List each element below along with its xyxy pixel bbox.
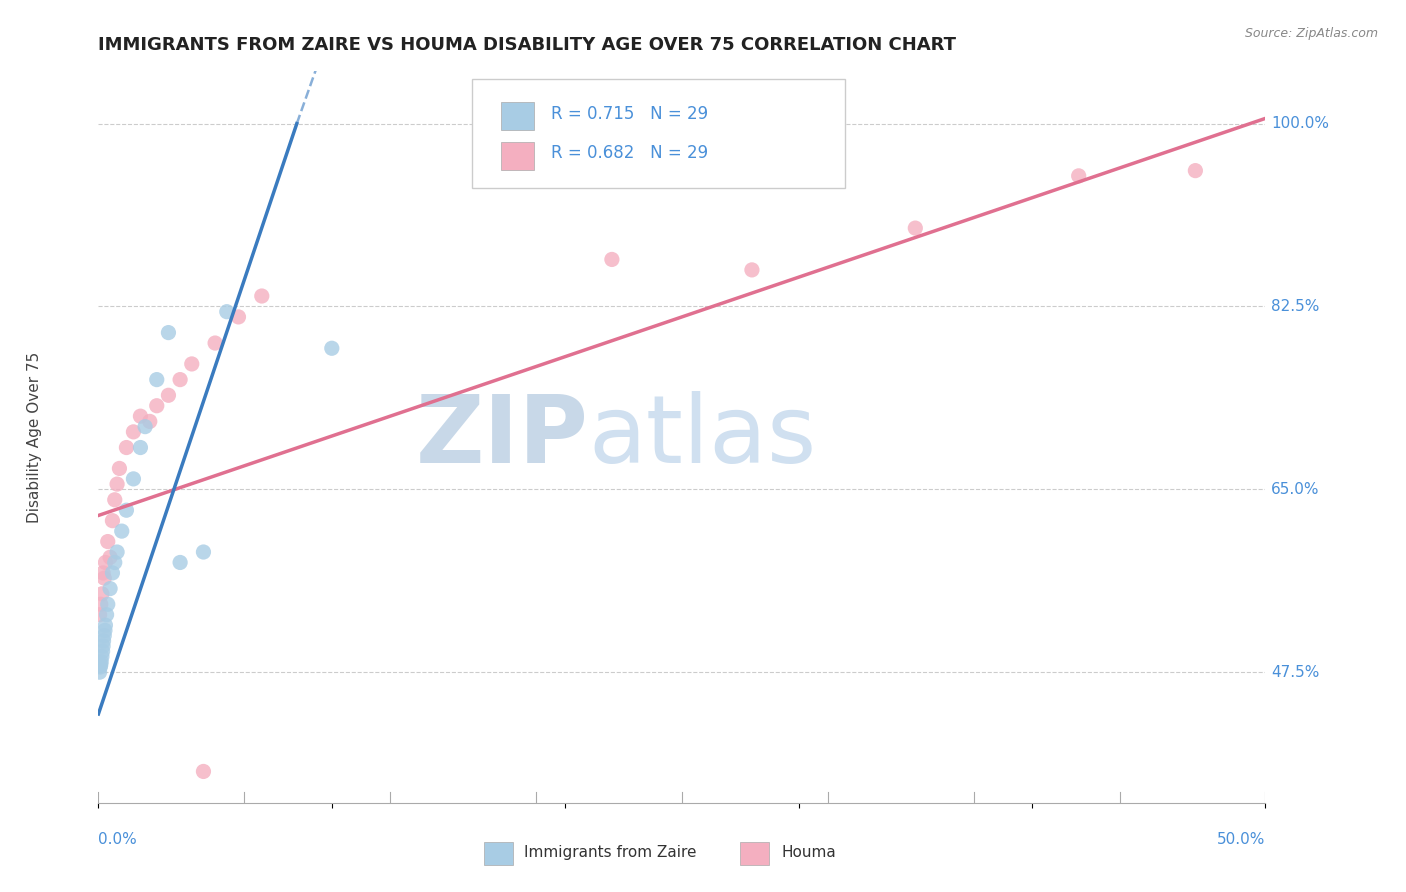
Point xyxy=(134,419,156,434)
Point xyxy=(146,399,169,413)
Point xyxy=(193,764,215,779)
Point xyxy=(228,310,250,324)
Point xyxy=(215,304,238,318)
Point xyxy=(98,550,121,565)
Point xyxy=(111,524,134,538)
Point xyxy=(129,441,152,455)
Point xyxy=(98,582,121,596)
Point xyxy=(93,629,115,643)
Text: R = 0.715   N = 29: R = 0.715 N = 29 xyxy=(551,104,709,123)
Point xyxy=(169,373,191,387)
Point xyxy=(94,624,117,638)
Point xyxy=(139,414,162,428)
Point xyxy=(105,545,128,559)
Point xyxy=(122,472,145,486)
Point xyxy=(157,326,180,340)
Point xyxy=(1184,163,1206,178)
Point xyxy=(90,587,112,601)
Point xyxy=(93,571,115,585)
Point xyxy=(600,252,623,267)
Text: 0.0%: 0.0% xyxy=(98,832,138,847)
Point xyxy=(89,665,111,680)
Point xyxy=(91,639,114,653)
Point xyxy=(157,388,180,402)
Text: IMMIGRANTS FROM ZAIRE VS HOUMA DISABILITY AGE OVER 75 CORRELATION CHART: IMMIGRANTS FROM ZAIRE VS HOUMA DISABILIT… xyxy=(98,36,956,54)
Text: 82.5%: 82.5% xyxy=(1271,299,1320,314)
Text: 47.5%: 47.5% xyxy=(1271,665,1320,680)
Text: 65.0%: 65.0% xyxy=(1271,482,1320,497)
Point xyxy=(204,336,226,351)
Point xyxy=(93,633,115,648)
Point xyxy=(105,477,128,491)
Text: Source: ZipAtlas.com: Source: ZipAtlas.com xyxy=(1244,27,1378,40)
Point xyxy=(96,607,118,622)
Point xyxy=(122,425,145,439)
Point xyxy=(97,534,120,549)
Point xyxy=(94,618,117,632)
Point xyxy=(129,409,152,424)
Bar xyxy=(501,102,534,130)
Text: Disability Age Over 75: Disability Age Over 75 xyxy=(27,351,42,523)
Bar xyxy=(741,841,769,865)
Point xyxy=(508,112,530,126)
Point xyxy=(169,556,191,570)
Point xyxy=(101,514,124,528)
Point xyxy=(146,373,169,387)
Text: Houma: Houma xyxy=(782,845,835,860)
Text: 100.0%: 100.0% xyxy=(1271,116,1329,131)
Point xyxy=(321,341,343,355)
Text: ZIP: ZIP xyxy=(416,391,589,483)
Text: atlas: atlas xyxy=(589,391,817,483)
Point xyxy=(104,556,127,570)
Point xyxy=(741,263,763,277)
Point xyxy=(108,461,131,475)
Text: R = 0.682   N = 29: R = 0.682 N = 29 xyxy=(551,145,709,162)
Point xyxy=(904,221,927,235)
Point xyxy=(115,503,138,517)
Point xyxy=(91,566,114,580)
Point xyxy=(180,357,202,371)
FancyBboxPatch shape xyxy=(472,78,845,188)
Point xyxy=(101,566,124,580)
Point xyxy=(91,644,114,658)
Text: 50.0%: 50.0% xyxy=(1218,832,1265,847)
Point xyxy=(97,597,120,611)
Point xyxy=(1067,169,1090,183)
Point xyxy=(250,289,273,303)
Point xyxy=(90,655,112,669)
Point xyxy=(89,607,111,622)
Point xyxy=(193,545,215,559)
Point xyxy=(90,657,112,672)
Point xyxy=(104,492,127,507)
Point xyxy=(90,597,112,611)
Point xyxy=(115,441,138,455)
Text: Immigrants from Zaire: Immigrants from Zaire xyxy=(524,845,697,860)
Bar xyxy=(501,143,534,170)
Point xyxy=(94,556,117,570)
Bar xyxy=(484,841,513,865)
Point xyxy=(89,660,111,674)
Point xyxy=(90,649,112,664)
